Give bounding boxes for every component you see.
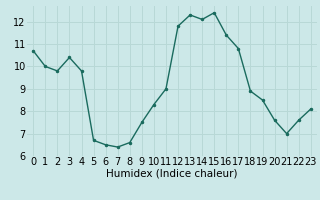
X-axis label: Humidex (Indice chaleur): Humidex (Indice chaleur) (106, 169, 238, 179)
